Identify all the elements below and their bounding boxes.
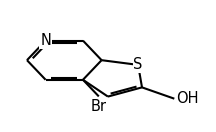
Text: N: N xyxy=(40,33,51,48)
Text: OH: OH xyxy=(176,91,199,106)
Text: Br: Br xyxy=(91,99,107,114)
Text: S: S xyxy=(133,57,143,72)
